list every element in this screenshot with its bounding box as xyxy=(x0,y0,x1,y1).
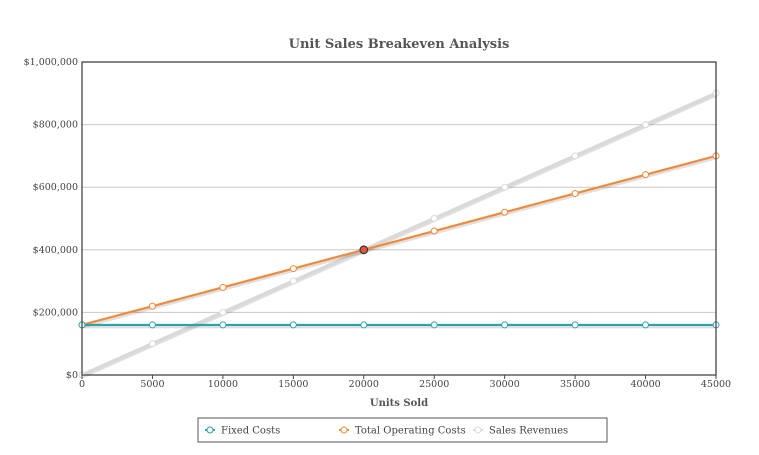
data-point xyxy=(642,121,650,129)
series-sales-revenues xyxy=(78,89,720,379)
y-tick-label: $1,000,000 xyxy=(24,57,78,68)
legend-label: Sales Revenues xyxy=(489,426,568,437)
data-point xyxy=(289,321,297,329)
legend-label: Total Operating Costs xyxy=(355,426,466,437)
legend-label: Fixed Costs xyxy=(221,426,280,437)
x-tick-label: 15000 xyxy=(278,379,308,390)
data-point xyxy=(430,227,438,235)
series-line-shadow xyxy=(81,155,717,329)
series-fixed-costs xyxy=(78,321,720,329)
series-line xyxy=(81,91,717,377)
x-tick-label: 30000 xyxy=(490,379,520,390)
x-tick-label: 20000 xyxy=(349,379,379,390)
legend-swatch-marker xyxy=(340,426,348,434)
x-tick-label: 45000 xyxy=(701,379,731,390)
data-point xyxy=(642,321,650,329)
series-line xyxy=(81,154,717,326)
chart-title: Unit Sales Breakeven Analysis xyxy=(289,37,510,52)
legend-swatch-marker xyxy=(206,426,214,434)
grid-lines xyxy=(82,124,716,313)
x-tick-label: 35000 xyxy=(560,379,590,390)
data-point xyxy=(571,321,579,329)
x-tick-label: 0 xyxy=(79,379,85,390)
y-tick-label: $600,000 xyxy=(33,182,78,193)
plot-area-frame xyxy=(81,61,717,376)
data-point xyxy=(148,340,156,348)
legend-swatch-marker xyxy=(474,426,482,434)
data-point xyxy=(642,171,650,179)
data-point xyxy=(289,265,297,273)
legend-item: Fixed Costs xyxy=(205,426,280,437)
y-tick-label: $400,000 xyxy=(33,245,78,256)
x-tick-label: 10000 xyxy=(208,379,238,390)
data-point xyxy=(219,321,227,329)
data-point xyxy=(501,321,509,329)
data-point xyxy=(571,152,579,160)
x-axis-title: Units Sold xyxy=(370,398,428,409)
series-layer xyxy=(78,89,720,379)
breakeven-point-marker xyxy=(359,245,369,255)
x-tick-label: 40000 xyxy=(630,379,660,390)
x-tick-label: 5000 xyxy=(140,379,164,390)
series-total-operating-costs xyxy=(78,152,720,329)
x-axis: 0 5000 10000 15000 20000 25000 30000 35000 40000… xyxy=(79,375,731,390)
legend-box xyxy=(197,417,608,443)
legend-item: Total Operating Costs xyxy=(339,426,466,437)
y-tick-label: $800,000 xyxy=(33,120,78,131)
data-point xyxy=(571,189,579,197)
x-tick-label: 25000 xyxy=(419,379,449,390)
legend: Fixed Costs Total Operating Costs Sales Re… xyxy=(197,417,608,443)
y-axis: $0 $200,000 $400,000 $600,000 $800,000 $1,000… xyxy=(24,57,78,381)
data-point xyxy=(501,183,509,191)
data-point xyxy=(148,321,156,329)
data-point xyxy=(148,302,156,310)
data-point xyxy=(501,208,509,216)
data-point xyxy=(289,277,297,285)
data-point xyxy=(430,215,438,222)
data-point xyxy=(360,321,368,329)
y-tick-label: $200,000 xyxy=(33,307,78,318)
data-point xyxy=(430,321,438,329)
legend-item: Sales Revenues xyxy=(473,426,568,437)
data-point xyxy=(219,308,227,316)
y-tick-label: $0 xyxy=(66,370,78,381)
data-point xyxy=(219,283,227,291)
